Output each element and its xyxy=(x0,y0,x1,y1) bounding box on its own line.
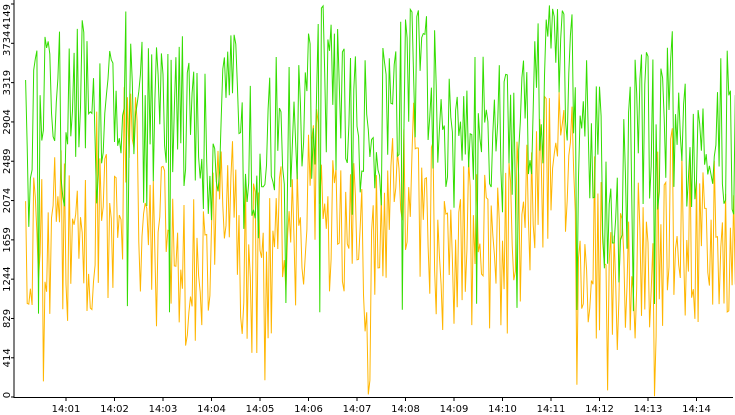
y-tick-label: 2074 xyxy=(2,188,13,213)
series-green-line xyxy=(25,4,735,314)
x-tick-label: 14:01 xyxy=(52,404,81,415)
y-tick-label: 2904 xyxy=(2,109,13,134)
x-tick-label: 14:12 xyxy=(585,404,614,415)
series-orange-line xyxy=(25,87,735,397)
x-tick-label: 14:02 xyxy=(100,404,129,415)
x-tick-label: 14:06 xyxy=(294,404,323,415)
y-tick-label: 1659 xyxy=(2,227,13,252)
y-tick-label: 2489 xyxy=(2,149,13,174)
y-tick-label: 414 xyxy=(2,348,13,367)
y-tick-label: 3734 xyxy=(2,31,13,56)
x-tick-label: 14:09 xyxy=(440,404,469,415)
y-tick-label: 1244 xyxy=(2,266,13,291)
axes xyxy=(13,0,733,398)
y-tick-label: 4149 xyxy=(2,4,13,29)
x-tick-labels: 14:01 14:02 14:03 14:04 14:05 14:06 14:07 14:08… xyxy=(52,397,711,415)
x-tick-label: 14:04 xyxy=(197,404,226,415)
x-tick-label: 14:14 xyxy=(682,404,711,415)
x-tick-label: 14:07 xyxy=(343,404,372,415)
x-tick-label: 14:10 xyxy=(488,404,517,415)
y-tick-label: 829 xyxy=(2,309,13,328)
x-tick-label: 14:13 xyxy=(634,404,663,415)
x-tick-label: 14:03 xyxy=(149,404,178,415)
y-tick-label: 3319 xyxy=(2,70,13,95)
series-layer xyxy=(25,4,735,397)
y-tick-labels: 0 414 829 1244 1659 2074 2489 2904 3319 3734 4149 xyxy=(2,3,14,398)
x-tick-label: 14:11 xyxy=(537,404,566,415)
x-tick-label: 14:08 xyxy=(391,404,420,415)
x-tick-label: 14:05 xyxy=(246,404,275,415)
y-tick-label: 0 xyxy=(2,392,13,398)
